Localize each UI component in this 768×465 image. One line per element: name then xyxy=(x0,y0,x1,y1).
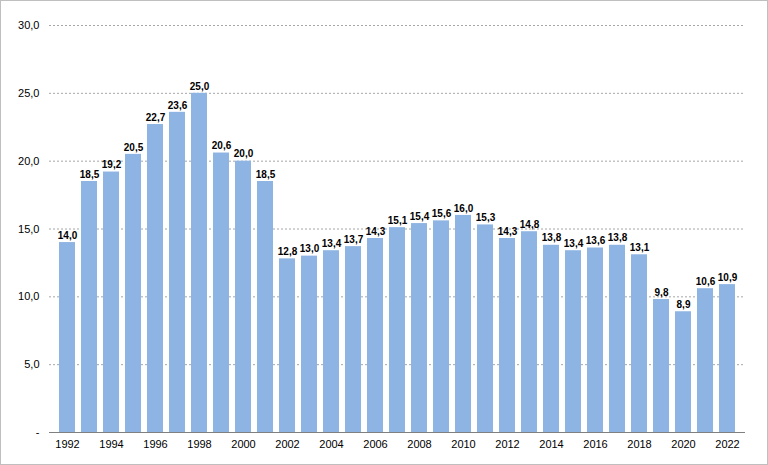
svg-text:14,8: 14,8 xyxy=(520,219,540,230)
svg-text:13,7: 13,7 xyxy=(344,234,364,245)
svg-text:15,1: 15,1 xyxy=(388,215,408,226)
svg-text:2008: 2008 xyxy=(407,438,431,450)
svg-text:10,0: 10,0 xyxy=(18,290,39,302)
svg-text:30,0: 30,0 xyxy=(18,19,39,31)
svg-text:2004: 2004 xyxy=(319,438,343,450)
svg-text:2016: 2016 xyxy=(583,438,607,450)
svg-text:13,8: 13,8 xyxy=(542,232,562,243)
svg-text:1992: 1992 xyxy=(55,438,79,450)
svg-text:13,0: 13,0 xyxy=(300,243,320,254)
svg-text:20,0: 20,0 xyxy=(18,155,39,167)
svg-text:23,6: 23,6 xyxy=(168,100,188,111)
svg-text:2018: 2018 xyxy=(627,438,651,450)
svg-text:13,8: 13,8 xyxy=(608,232,628,243)
svg-text:2020: 2020 xyxy=(671,438,695,450)
svg-text:16,0: 16,0 xyxy=(454,203,474,214)
svg-text:15,4: 15,4 xyxy=(410,211,430,222)
svg-text:2002: 2002 xyxy=(275,438,299,450)
svg-text:-: - xyxy=(36,426,40,438)
svg-text:2010: 2010 xyxy=(451,438,475,450)
svg-text:5,0: 5,0 xyxy=(24,358,39,370)
svg-text:13,1: 13,1 xyxy=(630,242,650,253)
svg-text:14,0: 14,0 xyxy=(58,230,78,241)
svg-text:14,3: 14,3 xyxy=(498,226,518,237)
svg-text:15,0: 15,0 xyxy=(18,223,39,235)
svg-text:25,0: 25,0 xyxy=(190,81,210,92)
svg-text:1998: 1998 xyxy=(187,438,211,450)
svg-text:10,9: 10,9 xyxy=(718,272,738,283)
svg-text:1994: 1994 xyxy=(99,438,123,450)
svg-text:2022: 2022 xyxy=(715,438,739,450)
svg-text:2012: 2012 xyxy=(495,438,519,450)
svg-text:12,8: 12,8 xyxy=(278,246,298,257)
svg-text:18,5: 18,5 xyxy=(80,169,100,180)
svg-text:8,9: 8,9 xyxy=(677,299,691,310)
svg-text:20,0: 20,0 xyxy=(234,148,254,159)
svg-text:10,6: 10,6 xyxy=(696,276,716,287)
svg-text:20,6: 20,6 xyxy=(212,140,232,151)
svg-text:9,8: 9,8 xyxy=(655,287,669,298)
svg-text:14,3: 14,3 xyxy=(366,226,386,237)
svg-text:2000: 2000 xyxy=(231,438,255,450)
svg-text:20,5: 20,5 xyxy=(124,142,144,153)
svg-text:2006: 2006 xyxy=(363,438,387,450)
svg-text:18,5: 18,5 xyxy=(256,169,276,180)
svg-text:15,6: 15,6 xyxy=(432,208,452,219)
svg-text:19,2: 19,2 xyxy=(102,159,122,170)
svg-text:22,7: 22,7 xyxy=(146,112,166,123)
svg-text:15,3: 15,3 xyxy=(476,212,496,223)
svg-text:13,4: 13,4 xyxy=(322,238,342,249)
svg-text:1996: 1996 xyxy=(143,438,167,450)
svg-text:25,0: 25,0 xyxy=(18,87,39,99)
svg-text:2014: 2014 xyxy=(539,438,563,450)
svg-text:13,4: 13,4 xyxy=(564,238,584,249)
svg-text:13,6: 13,6 xyxy=(586,235,606,246)
